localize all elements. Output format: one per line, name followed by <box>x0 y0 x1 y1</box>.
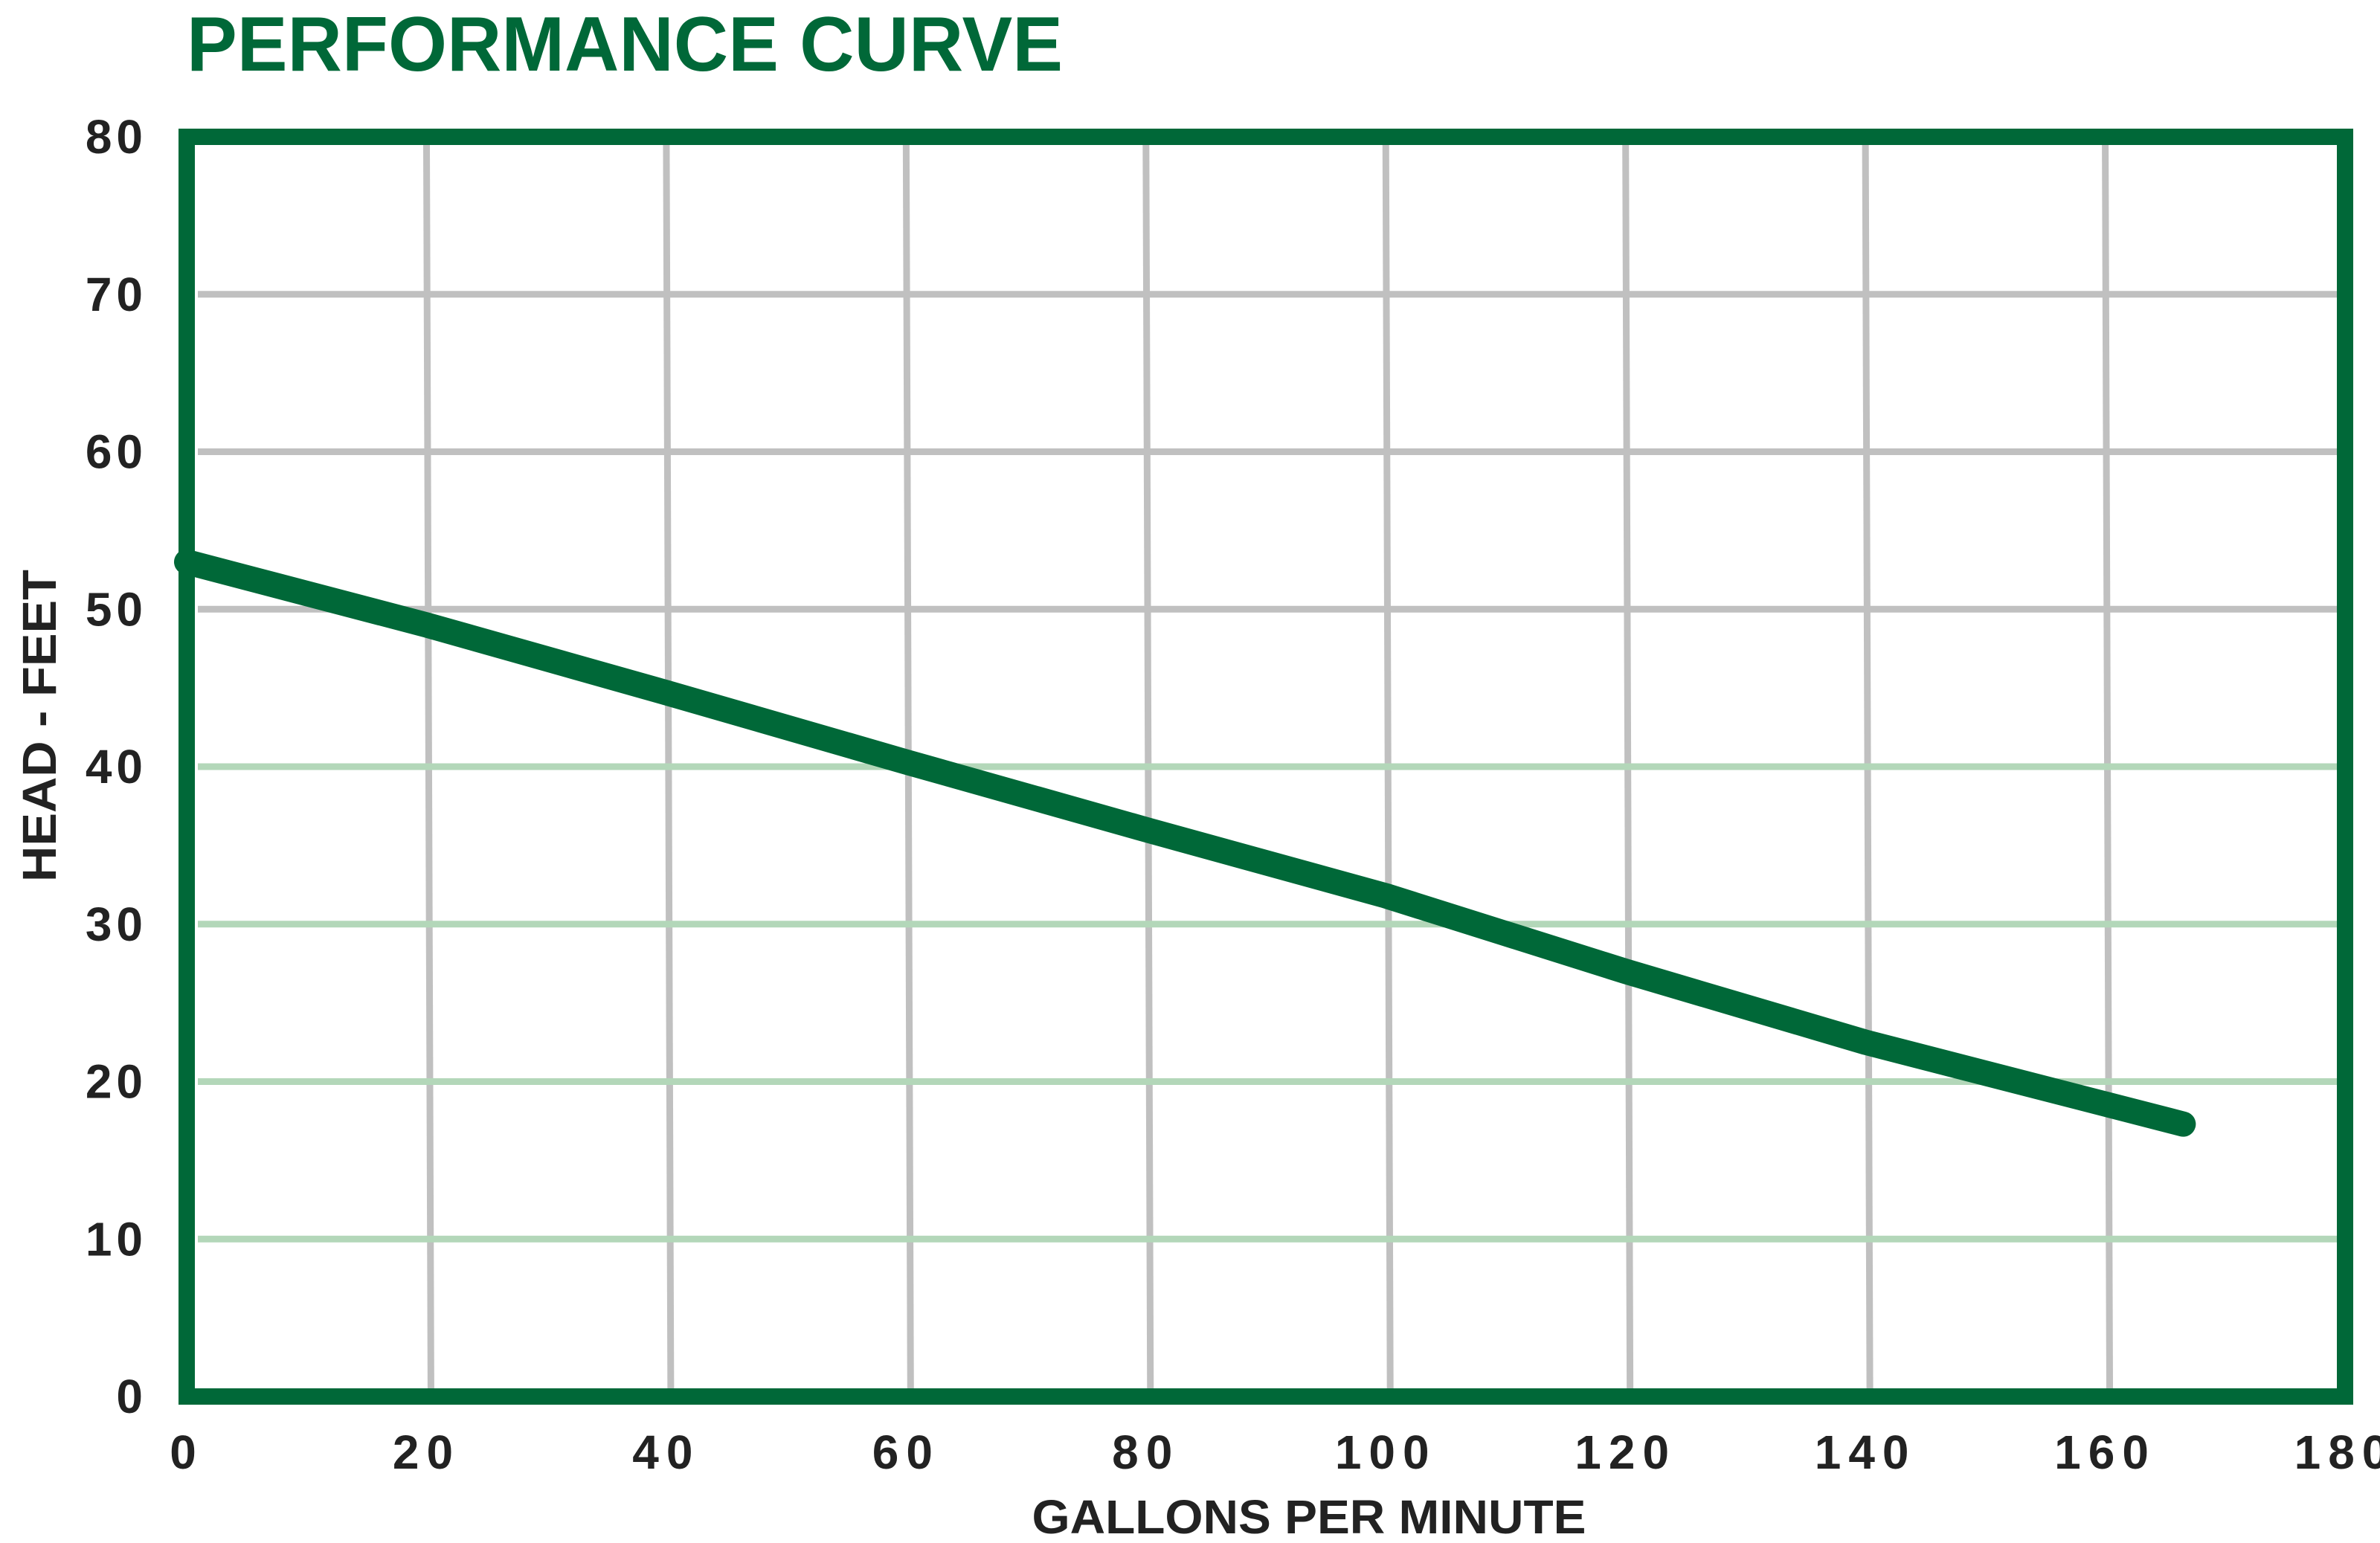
y-tick-label: 50 <box>86 582 147 636</box>
x-tick-label: 0 <box>170 1426 204 1479</box>
y-tick-label: 30 <box>86 898 147 951</box>
performance-curve-line <box>174 549 2196 1137</box>
y-tick-label: 0 <box>116 1370 147 1423</box>
y-tick-label: 60 <box>86 425 147 479</box>
x-tick-label: 100 <box>1335 1426 1437 1479</box>
x-tick-label: 80 <box>1112 1426 1180 1479</box>
x-tick-label: 60 <box>872 1426 940 1479</box>
chart-title: PERFORMANCE CURVE <box>187 1 1063 88</box>
x-tick-label: 160 <box>2054 1426 2156 1479</box>
y-axis-label: HEAD - FEET <box>13 570 66 882</box>
x-tick-label: 140 <box>1815 1426 1917 1479</box>
y-tick-label: 70 <box>86 268 147 321</box>
x-tick-label: 120 <box>1575 1426 1676 1479</box>
x-tick-label: 20 <box>393 1426 460 1479</box>
tick-labels: 0 20 40 60 80 100 120 140 160 180 0 10 20 30 40 50 60 70 8… <box>86 110 2380 1479</box>
x-tick-label: 40 <box>632 1426 700 1479</box>
grid <box>198 136 2345 1397</box>
y-tick-label: 40 <box>86 740 147 793</box>
x-axis-label: GALLONS PER MINUTE <box>1032 1490 1586 1543</box>
y-tick-label: 20 <box>86 1055 147 1109</box>
x-tick-label: 180 <box>2294 1426 2380 1479</box>
y-tick-label: 10 <box>86 1212 147 1266</box>
y-tick-label: 80 <box>86 110 147 164</box>
plot-frame <box>178 129 2353 1405</box>
